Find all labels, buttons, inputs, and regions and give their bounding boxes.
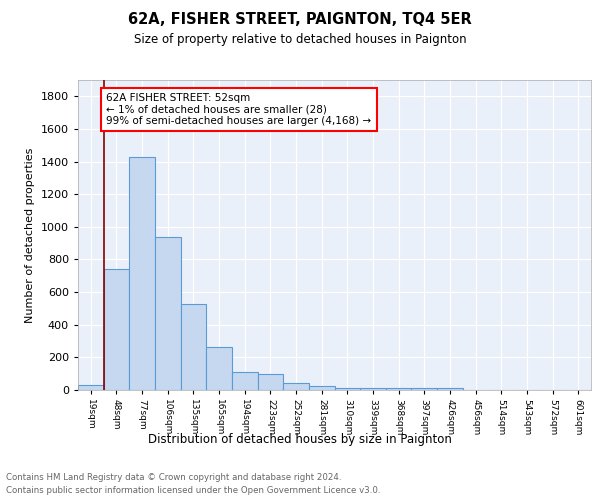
Bar	[335, 388, 360, 390]
Text: 62A FISHER STREET: 52sqm
← 1% of detached houses are smaller (28)
99% of semi-de: 62A FISHER STREET: 52sqm ← 1% of detache…	[106, 93, 371, 126]
Y-axis label: Number of detached properties: Number of detached properties	[25, 148, 35, 322]
Text: Size of property relative to detached houses in Paignton: Size of property relative to detached ho…	[134, 32, 466, 46]
Bar	[155, 238, 181, 390]
Bar	[257, 374, 283, 390]
Text: 62A, FISHER STREET, PAIGNTON, TQ4 5ER: 62A, FISHER STREET, PAIGNTON, TQ4 5ER	[128, 12, 472, 28]
Bar	[104, 270, 130, 390]
Text: Contains HM Land Registry data © Crown copyright and database right 2024.: Contains HM Land Registry data © Crown c…	[6, 472, 341, 482]
Text: Distribution of detached houses by size in Paignton: Distribution of detached houses by size …	[148, 432, 452, 446]
Bar	[181, 304, 206, 390]
Bar	[206, 347, 232, 390]
Bar	[437, 388, 463, 390]
Bar	[412, 388, 437, 390]
Bar	[309, 386, 335, 390]
Bar	[78, 386, 104, 390]
Bar	[283, 382, 309, 390]
Text: Contains public sector information licensed under the Open Government Licence v3: Contains public sector information licen…	[6, 486, 380, 495]
Bar	[360, 388, 386, 390]
Bar	[386, 388, 412, 390]
Bar	[130, 156, 155, 390]
Bar	[232, 372, 257, 390]
